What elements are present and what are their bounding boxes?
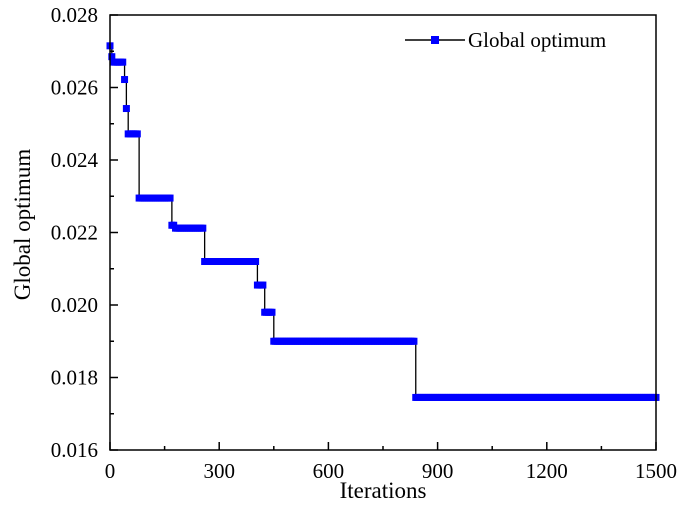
y-tick-label: 0.016: [51, 438, 98, 462]
data-point: [121, 76, 129, 84]
data-point: [199, 224, 207, 232]
y-axis-title: Global optimum: [10, 149, 35, 301]
y-tick-label: 0.022: [51, 221, 98, 245]
y-tick-label: 0.018: [51, 366, 98, 390]
plot-frame: [109, 14, 657, 451]
x-axis-title: Iterations: [340, 478, 427, 503]
data-point: [119, 58, 127, 66]
x-tick-label: 900: [422, 459, 454, 483]
data-point: [252, 258, 260, 265]
data-point: [166, 194, 174, 202]
legend: Global optimum: [405, 28, 606, 52]
x-tick-label: 1500: [635, 459, 677, 483]
legend-marker: [431, 36, 439, 44]
data-point: [122, 105, 130, 113]
data-point: [268, 308, 276, 316]
data-point: [259, 281, 267, 289]
x-tick-label: 1200: [526, 459, 568, 483]
y-tick-label: 0.028: [51, 3, 98, 27]
data-point: [410, 337, 418, 345]
series-layer: [106, 42, 660, 401]
y-tick-label: 0.026: [51, 76, 98, 100]
data-point: [133, 130, 141, 138]
data-point: [108, 53, 116, 61]
legend-label: Global optimum: [468, 28, 606, 52]
y-tick-label: 0.024: [51, 148, 99, 172]
x-tick-label: 300: [203, 459, 235, 483]
y-tick-label: 0.020: [51, 293, 98, 317]
axes-layer: 0 300 600 900 1200 1500 0.016 0.018 0.020 0.022 0.…: [51, 3, 677, 483]
x-tick-label: 0: [105, 459, 116, 483]
x-tick-label: 600: [313, 459, 345, 483]
